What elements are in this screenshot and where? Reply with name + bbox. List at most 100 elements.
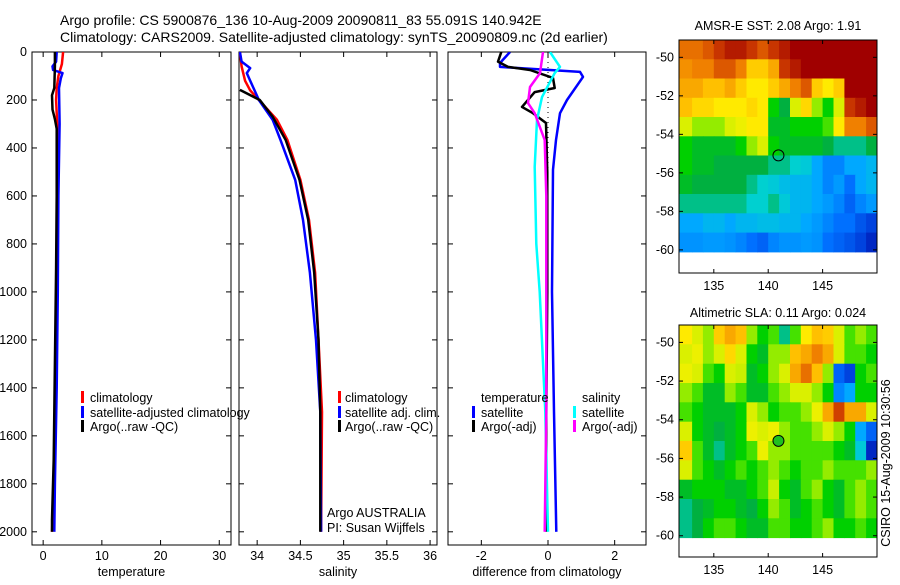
map-cell — [779, 40, 791, 60]
map-cell — [757, 174, 769, 195]
map-cell — [790, 383, 802, 403]
map-cell — [702, 499, 715, 519]
legend-swatch-temp-satellite — [472, 406, 475, 418]
y-tick-label: -52 — [656, 89, 674, 103]
map-cell — [855, 213, 867, 234]
legend-swatch-temp-argo — [472, 420, 475, 432]
title-line-1: Argo profile: CS 5900876_136 10-Aug-2009… — [60, 12, 542, 28]
argo-position-marker — [772, 434, 785, 447]
x-tick-label: 0 — [40, 549, 47, 563]
map-cell — [844, 117, 856, 137]
map-cell — [822, 383, 834, 403]
map-cell — [746, 383, 758, 403]
map-cell — [746, 59, 758, 80]
map-cell — [866, 421, 877, 442]
map-cell — [855, 479, 867, 500]
map-cell — [746, 499, 758, 519]
map-cell — [679, 174, 693, 195]
map-cell — [692, 402, 704, 423]
map-cell — [811, 40, 824, 60]
map-cell — [757, 421, 769, 442]
map-cell — [757, 117, 769, 137]
series-line-temperature-satellite — [498, 52, 585, 532]
map-cell — [822, 402, 834, 423]
map-cell — [768, 213, 780, 234]
legend-swatch-climatology — [81, 391, 84, 403]
map-cell — [833, 232, 845, 253]
map-cell — [779, 213, 791, 234]
map-cell — [811, 78, 824, 99]
y-tick-label: 1200 — [0, 333, 27, 347]
map-cell — [790, 213, 802, 234]
map-cell — [844, 518, 856, 539]
map-cell — [790, 402, 802, 423]
map-cell — [702, 213, 715, 234]
map-cell — [735, 421, 747, 442]
map-cell — [844, 441, 856, 461]
map-cell — [866, 479, 877, 500]
map-cell — [768, 441, 780, 461]
map-cell — [757, 97, 769, 118]
map-cell — [779, 59, 791, 80]
series-line-satellite-adjusted-climatology — [51, 52, 64, 532]
map-cell — [679, 441, 693, 461]
map-cell — [790, 194, 802, 214]
map-cell — [855, 155, 867, 176]
map-cell — [724, 155, 737, 176]
map-cell — [724, 479, 737, 500]
map-cell — [768, 383, 780, 403]
map-cell — [713, 460, 726, 481]
map-cell — [833, 117, 845, 137]
map-cell — [702, 344, 715, 365]
map-cell — [702, 155, 715, 176]
y-tick-label: -52 — [656, 374, 674, 388]
map-cell — [866, 402, 877, 423]
map-cell — [822, 344, 834, 365]
legend-swatch-argo — [81, 420, 84, 432]
map-cell — [692, 499, 704, 519]
map-cell — [779, 402, 791, 423]
map-cell — [866, 363, 877, 384]
map-cells — [679, 40, 877, 253]
map-cell — [779, 78, 791, 99]
map-cell — [702, 40, 715, 60]
legend-label: satellite — [481, 406, 523, 420]
map-cell — [833, 518, 845, 539]
map-cell — [822, 232, 834, 253]
map-cell — [855, 78, 867, 99]
map-cell — [724, 383, 737, 403]
x-tick-label: 135 — [703, 563, 724, 577]
map-cell — [757, 402, 769, 423]
x-tick-label: 2 — [611, 549, 618, 563]
map-cell — [866, 97, 877, 118]
map-cell — [713, 402, 726, 423]
map-cell — [735, 344, 747, 365]
map-cell — [679, 59, 693, 80]
map-cell — [833, 441, 845, 461]
map-cell — [779, 421, 791, 442]
map-cell — [811, 174, 824, 195]
x-tick-label: 34 — [250, 549, 264, 563]
plot-frame — [238, 51, 438, 546]
map-cell — [800, 232, 813, 253]
legend-label: Argo(-adj) — [481, 420, 537, 434]
y-tick-label: -54 — [656, 127, 674, 141]
map-cell — [702, 421, 715, 442]
map-cell — [746, 232, 758, 253]
map-cell — [790, 460, 802, 481]
map-cell — [844, 78, 856, 99]
map-cell — [779, 174, 791, 195]
series-group — [496, 52, 585, 532]
x-tick-label: 145 — [812, 279, 833, 293]
map-cell — [800, 194, 813, 214]
map-cell — [746, 421, 758, 442]
map-cell — [724, 460, 737, 481]
map-cell — [800, 40, 813, 60]
legend-header-salinity: salinity — [582, 391, 621, 405]
series-line-salinity-satellite — [533, 52, 562, 532]
map-cell — [800, 421, 813, 442]
y-tick-label: -60 — [656, 243, 674, 257]
map-cell — [800, 363, 813, 384]
map-cell — [779, 344, 791, 365]
map-cell — [833, 344, 845, 365]
